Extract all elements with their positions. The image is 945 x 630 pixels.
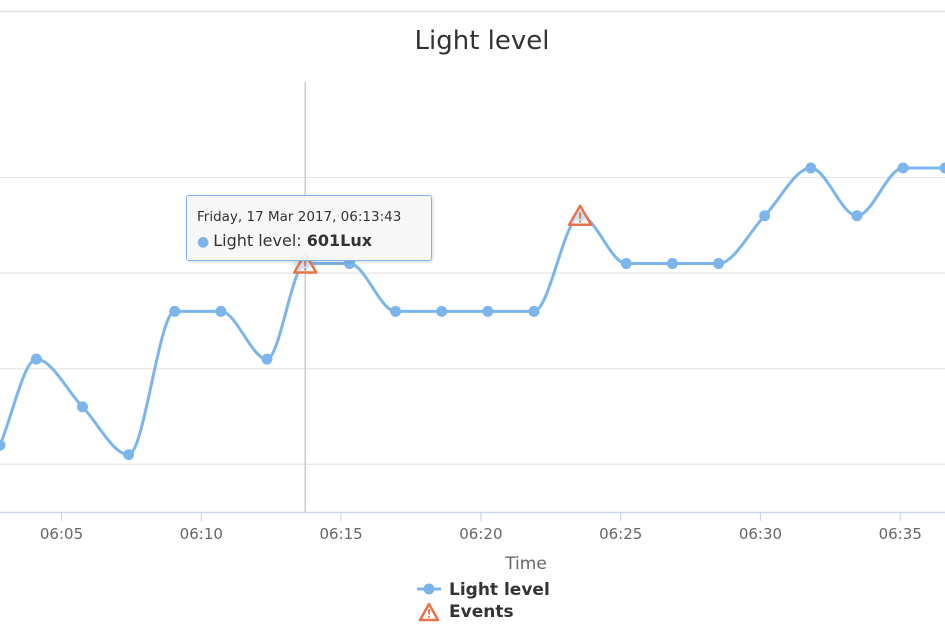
tooltip-value: 601Lux — [306, 231, 373, 250]
x-tick-label: 06:10 — [180, 525, 223, 543]
data-point[interactable] — [0, 439, 6, 451]
x-tick-label: 06:15 — [319, 525, 362, 543]
legend-item-events[interactable]: Events — [418, 602, 514, 622]
series-line-light-level — [0, 166, 945, 457]
warning-dot — [579, 220, 582, 223]
data-point[interactable] — [30, 353, 42, 365]
data-point[interactable] — [169, 305, 181, 317]
tooltip-date: Friday, 17 Mar 2017, 06:13:43 — [197, 209, 402, 225]
data-point[interactable] — [123, 449, 135, 461]
data-point[interactable] — [620, 258, 632, 270]
legend-label-light-level: Light level — [449, 580, 550, 600]
tooltip-series-label: Light level: — [213, 231, 307, 250]
data-point[interactable] — [759, 210, 771, 222]
data-point[interactable] — [76, 401, 88, 413]
tooltip-series-dot-icon: ● — [197, 234, 210, 250]
data-point[interactable] — [390, 305, 402, 317]
event-marker[interactable] — [567, 204, 593, 227]
data-point[interactable] — [436, 305, 448, 317]
legend-item-light-level[interactable]: Light level — [417, 580, 550, 600]
data-point[interactable] — [939, 162, 945, 174]
x-axis-ticks: 06:05 06:10 06:15 06:20 06:25 06:30 06:35 — [40, 512, 922, 543]
data-point[interactable] — [851, 210, 863, 222]
warning-dot — [304, 268, 307, 271]
data-point[interactable] — [261, 353, 273, 365]
x-tick-label: 06:30 — [739, 525, 782, 543]
data-point[interactable] — [528, 305, 540, 317]
x-axis-title: Time — [504, 554, 547, 574]
data-point[interactable] — [713, 258, 725, 270]
legend-warning-dot — [428, 616, 430, 618]
x-tick-label: 06:20 — [459, 525, 502, 543]
event-marker[interactable] — [292, 252, 318, 274]
y-gridlines — [0, 176, 945, 465]
data-point[interactable] — [215, 305, 227, 317]
x-tick-label: 06:35 — [879, 525, 922, 543]
legend-label-events: Events — [449, 602, 514, 622]
series-markers-events — [292, 204, 593, 274]
chart-title: Light level — [415, 26, 550, 56]
data-point[interactable] — [897, 162, 909, 174]
tooltip-row: ● Light level: 601Lux — [197, 231, 372, 250]
legend-marker-icon — [423, 583, 435, 595]
data-point[interactable] — [482, 305, 494, 317]
data-point[interactable] — [805, 162, 817, 174]
tooltip: Friday, 17 Mar 2017, 06:13:43 ● Light lev… — [186, 195, 432, 261]
data-point[interactable] — [666, 258, 678, 270]
x-tick-label: 06:25 — [599, 525, 642, 543]
x-tick-label: 06:05 — [40, 525, 83, 543]
